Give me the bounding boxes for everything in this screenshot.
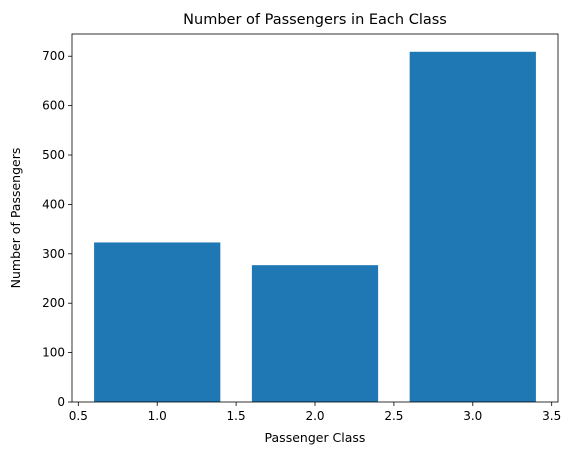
- x-tick-label: 1.5: [227, 409, 246, 423]
- y-tick-label: 700: [42, 49, 65, 63]
- y-tick-label: 600: [42, 99, 65, 113]
- y-axis-label: Number of Passengers: [8, 148, 23, 289]
- x-tick-label: 2.0: [305, 409, 324, 423]
- y-tick-label: 200: [42, 296, 65, 310]
- y-tick-label: 400: [42, 197, 65, 211]
- x-tick-label: 3.0: [463, 409, 482, 423]
- x-axis: 0.5 1.0 1.5 2.0 2.5 3.0 3.5: [69, 402, 561, 423]
- y-tick-label: 100: [42, 346, 65, 360]
- x-axis-label: Passenger Class: [265, 430, 366, 445]
- x-tick-label: 0.5: [69, 409, 88, 423]
- x-tick-label: 1.0: [148, 409, 167, 423]
- bars-group: [94, 51, 536, 402]
- y-axis: 0 100 200 300 400 500 600 700: [42, 49, 72, 409]
- y-tick-label: 300: [42, 247, 65, 261]
- bar-class-3: [409, 51, 536, 402]
- y-tick-label: 500: [42, 148, 65, 162]
- chart-title: Number of Passengers in Each Class: [183, 12, 447, 28]
- bar-class-1: [94, 242, 221, 402]
- x-tick-label: 3.5: [542, 409, 561, 423]
- x-tick-label: 2.5: [384, 409, 403, 423]
- bar-class-2: [251, 265, 379, 402]
- y-tick-label: 0: [57, 395, 65, 409]
